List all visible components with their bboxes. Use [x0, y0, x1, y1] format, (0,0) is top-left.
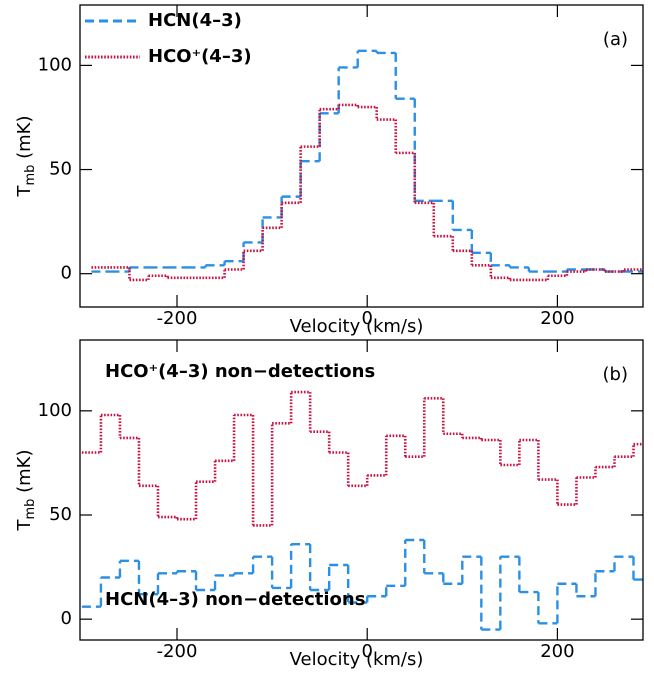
plot-area: [81, 390, 643, 631]
axes-frame: [79, 339, 644, 641]
legend-label: HCO⁺(4–3): [148, 46, 252, 67]
series-label: HCN(4–3) non−detections: [105, 589, 365, 610]
y-axis-label-part: (mK): [14, 115, 35, 164]
y-axis-label-part: mb: [23, 499, 38, 520]
x-tick-label: 0: [361, 308, 372, 329]
x-axis-label: Velocity (km/s): [290, 316, 424, 337]
y-axis-label: Tmb (mK): [14, 449, 38, 531]
x-tick-label: 200: [540, 308, 574, 329]
panel-label: (a): [603, 29, 628, 50]
y-tick-label: 100: [38, 54, 72, 75]
x-tick-label: 0: [361, 641, 372, 662]
y-tick-label: 100: [38, 400, 72, 421]
y-axis-label: Tmb (mK): [14, 115, 38, 197]
y-tick-label: 0: [61, 608, 72, 629]
y-axis-label-part: T: [14, 185, 35, 198]
legend-label: HCN(4–3): [148, 10, 242, 31]
plot-area: [91, 49, 643, 282]
x-tick-label: -200: [157, 308, 198, 329]
x-tick-label: -200: [157, 641, 198, 662]
axes-frame: [79, 4, 644, 308]
y-axis-label-part: (mK): [14, 449, 35, 498]
y-axis-label-part: T: [14, 519, 35, 532]
series-label: HCO⁺(4–3) non−detections: [105, 361, 375, 382]
y-tick-label: 0: [61, 263, 72, 284]
x-axis-label: Velocity (km/s): [290, 649, 424, 670]
y-axis-label-part: mb: [23, 165, 38, 186]
y-tick-label: 50: [49, 504, 72, 525]
x-tick-label: 200: [540, 641, 574, 662]
panel-label: (b): [603, 364, 628, 385]
y-tick-label: 50: [49, 159, 72, 180]
